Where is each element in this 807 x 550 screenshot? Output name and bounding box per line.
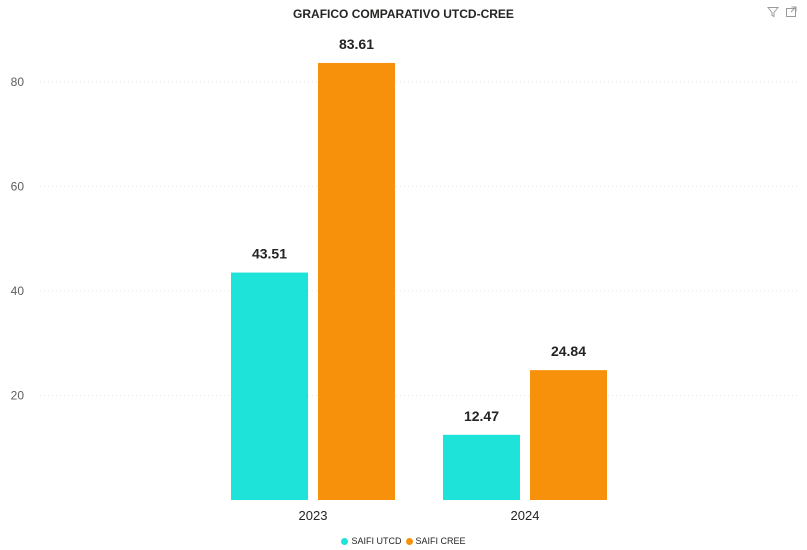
legend-item[interactable]: SAIFI CREE (405, 536, 466, 546)
legend-swatch (341, 537, 349, 545)
x-tick-label: 2023 (299, 508, 328, 523)
data-label: 43.51 (252, 246, 287, 262)
y-axis-ticks: 20 40 60 80 (11, 75, 25, 403)
data-label: 24.84 (551, 343, 586, 359)
visual-toolbar (767, 6, 797, 18)
bar-saifi-utcd-2024[interactable] (443, 434, 520, 500)
bar-saifi-cree-2024[interactable] (530, 370, 607, 500)
x-axis-ticks: 2023 2024 (299, 508, 540, 523)
x-tick-label: 2024 (511, 508, 540, 523)
y-tick-label: 20 (11, 388, 25, 402)
focus-mode-icon[interactable] (785, 6, 797, 18)
gridlines (40, 81, 800, 396)
bars (231, 62, 607, 501)
data-label: 12.47 (464, 408, 499, 424)
legend-label: SAIFI CREE (415, 536, 466, 546)
y-tick-label: 40 (11, 284, 25, 298)
y-tick-label: 60 (11, 179, 25, 193)
bar-saifi-cree-2023[interactable] (318, 62, 395, 501)
bar-chart: 20 40 60 80 43.51 83.61 12.47 24.84 2023 2024 (11, 36, 800, 523)
chart-title: GRAFICO COMPARATIVO UTCD-CREE (293, 7, 514, 21)
y-tick-label: 80 (11, 75, 25, 89)
legend: SAIFI UTCD SAIFI CREE (0, 536, 807, 546)
legend-label: SAIFI UTCD (351, 536, 402, 546)
legend-item[interactable]: SAIFI UTCD (341, 536, 402, 546)
data-label: 83.61 (339, 36, 374, 52)
bar-saifi-utcd-2023[interactable] (231, 272, 308, 500)
legend-swatch (405, 537, 413, 545)
data-labels: 43.51 83.61 12.47 24.84 (252, 36, 586, 424)
filter-icon[interactable] (767, 6, 779, 18)
